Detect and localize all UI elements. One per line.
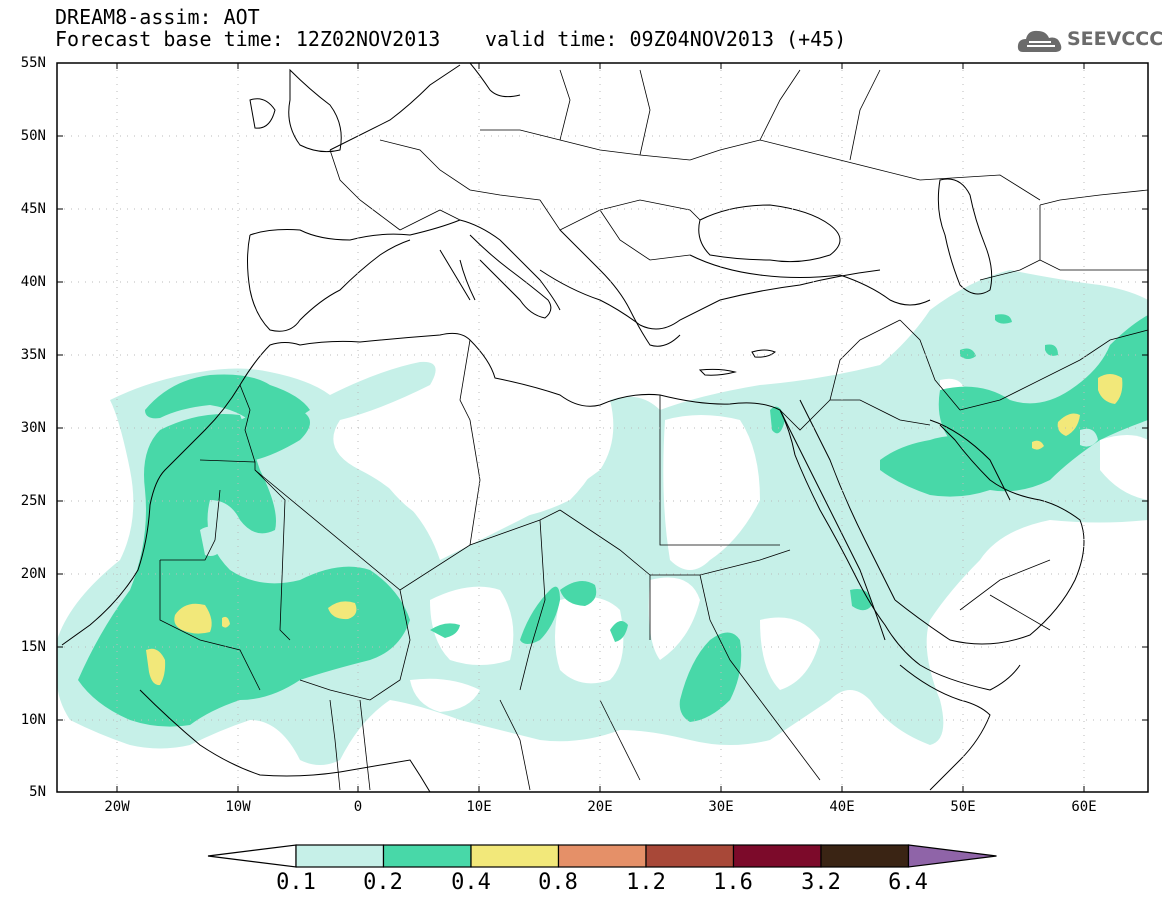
lat-label: 45N bbox=[20, 201, 46, 217]
lon-label: 50E bbox=[950, 799, 976, 815]
lat-label: 55N bbox=[20, 55, 46, 71]
lon-label: 20E bbox=[587, 799, 613, 815]
lon-label: 20W bbox=[104, 799, 130, 815]
axis-ticks bbox=[57, 62, 1148, 793]
colorbar-label: 0.8 bbox=[538, 870, 578, 895]
lon-label: 30E bbox=[708, 799, 734, 815]
colorbar-label: 6.4 bbox=[888, 870, 928, 895]
lat-label: 35N bbox=[20, 347, 46, 363]
graticule bbox=[57, 63, 1148, 792]
lat-label: 50N bbox=[20, 128, 46, 144]
coastlines bbox=[61, 63, 1085, 792]
lat-label: 15N bbox=[20, 639, 46, 655]
lat-label: 20N bbox=[20, 566, 46, 582]
cloud-icon bbox=[1017, 30, 1062, 52]
aot-holes-0-2 bbox=[200, 428, 1098, 556]
lon-label: 0 bbox=[353, 799, 363, 815]
valid-time: valid time: 09Z04NOV2013 (+45) bbox=[485, 27, 847, 51]
country-borders bbox=[159, 69, 1148, 791]
colorbar-label: 0.2 bbox=[363, 870, 403, 895]
lon-label: 40E bbox=[829, 799, 855, 815]
aot-level-0-4 bbox=[146, 374, 1123, 686]
colorbar-label: 0.1 bbox=[276, 870, 316, 895]
lat-label: 5N bbox=[29, 784, 46, 800]
lat-label: 40N bbox=[20, 274, 46, 290]
lat-label: 25N bbox=[20, 493, 46, 509]
lon-label: 10W bbox=[225, 799, 251, 815]
aot-level-0-2 bbox=[78, 314, 1148, 727]
map-title: DREAM8-assim: AOT bbox=[55, 5, 260, 29]
lat-label: 10N bbox=[20, 712, 46, 728]
lon-label: 60E bbox=[1071, 799, 1097, 815]
forecast-base-time: Forecast base time: 12Z02NOV2013 bbox=[55, 27, 441, 51]
lon-label: 10E bbox=[466, 799, 492, 815]
aot-clear-areas bbox=[360, 356, 1148, 712]
colorbar-label: 3.2 bbox=[801, 870, 841, 895]
colorbar-label: 1.2 bbox=[626, 870, 666, 895]
seevccc-logo: SEEVCCC bbox=[1015, 24, 1163, 58]
logo-text: SEEVCCC bbox=[1067, 28, 1164, 50]
colorbar-label: 1.6 bbox=[713, 870, 753, 895]
colorbar-label: 0.4 bbox=[451, 870, 491, 895]
lat-label: 30N bbox=[20, 420, 46, 436]
